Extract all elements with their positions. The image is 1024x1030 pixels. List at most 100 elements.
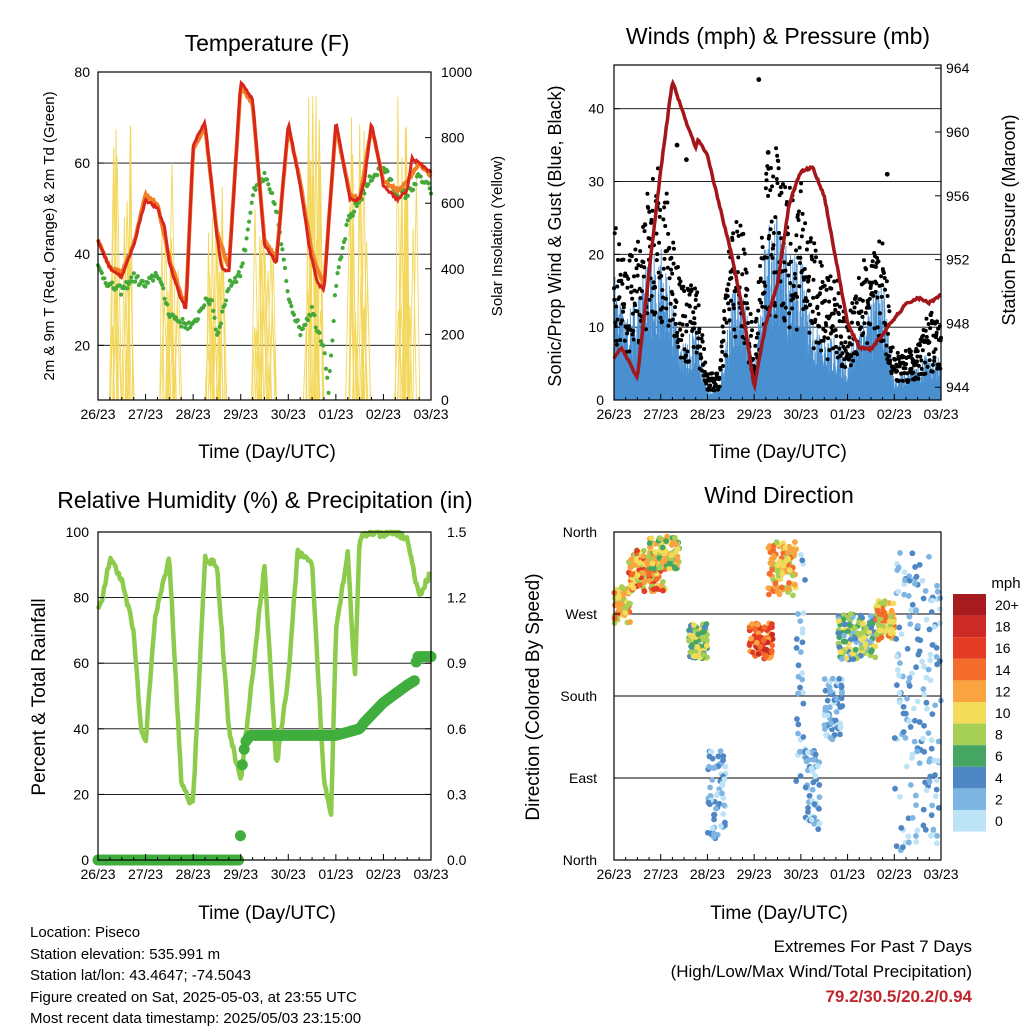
gust-point <box>681 284 686 289</box>
x-tick-label: 26/23 <box>80 406 115 422</box>
gust-point <box>710 371 715 376</box>
gust-point <box>849 354 854 359</box>
gust-point <box>805 299 810 304</box>
dewpoint-point <box>220 309 225 314</box>
direction-point <box>786 579 792 586</box>
y2-tick-label: 944 <box>946 379 970 395</box>
gust-point <box>795 212 800 217</box>
gust-point <box>871 293 876 298</box>
direction-point <box>907 724 914 730</box>
direction-point <box>892 785 898 792</box>
direction-point <box>774 588 781 595</box>
dewpoint-point <box>202 303 207 308</box>
gust-point <box>768 227 773 232</box>
gust-point <box>834 334 839 339</box>
gust-point <box>932 355 937 360</box>
dewpoint-point <box>413 182 418 187</box>
gust-point <box>727 307 732 312</box>
gust-point <box>673 321 678 326</box>
direction-point <box>836 675 843 682</box>
gust-point <box>705 372 710 377</box>
y-tick-label: 100 <box>66 524 90 540</box>
gust-point <box>741 247 746 252</box>
gust-point <box>867 280 872 285</box>
dewpoint-point <box>330 338 335 343</box>
gust-point <box>667 276 672 281</box>
gust-point <box>860 314 865 319</box>
gust-point <box>693 286 698 291</box>
gust-point <box>630 332 635 337</box>
direction-point <box>828 720 834 726</box>
rh-line <box>95 529 433 817</box>
direction-point <box>859 636 866 643</box>
direction-point <box>828 735 834 742</box>
direction-point <box>616 606 623 613</box>
direction-point <box>931 757 938 764</box>
direction-point <box>855 630 861 637</box>
station-location: Location: Piseco <box>30 924 141 941</box>
direction-point <box>912 564 919 570</box>
dewpoint-point <box>135 274 140 279</box>
direction-point <box>923 787 930 794</box>
dewpoint-point <box>179 324 184 329</box>
direction-point <box>800 734 807 740</box>
direction-point <box>913 838 920 845</box>
direction-point <box>888 609 895 616</box>
gust-point <box>678 327 683 332</box>
gust-point <box>633 303 638 308</box>
gust-point <box>852 305 857 310</box>
direction-point <box>933 786 940 793</box>
gust-point <box>670 317 675 322</box>
direction-ylabel: Direction (Colored By Speed) <box>523 573 544 820</box>
gust-point <box>911 370 916 375</box>
gust-point <box>671 246 676 251</box>
gust-point <box>808 236 813 241</box>
gust-point <box>786 231 791 236</box>
gust-point <box>626 324 631 329</box>
gust-point <box>906 378 911 383</box>
gust-point <box>643 327 648 332</box>
direction-point <box>916 648 923 655</box>
gust-point <box>845 344 850 349</box>
gust-point <box>804 305 809 310</box>
dewpoint-point <box>118 292 124 297</box>
direction-point <box>934 582 940 589</box>
gust-point <box>762 280 767 285</box>
direction-point <box>689 643 695 650</box>
gust-point <box>659 319 664 324</box>
gust-point <box>621 305 626 310</box>
gust-point <box>840 319 845 324</box>
gust-point <box>655 252 660 257</box>
direction-point <box>896 793 903 800</box>
gust-point <box>930 369 935 374</box>
gust-point <box>836 312 841 317</box>
dewpoint-point <box>247 219 252 224</box>
dewpoint-point <box>99 270 104 276</box>
gust-point <box>916 363 921 368</box>
direction-point <box>919 577 926 584</box>
direction-point <box>842 638 849 645</box>
gust-point <box>875 325 880 330</box>
x-tick-label: 03/23 <box>413 866 448 882</box>
gust-point <box>919 366 924 371</box>
x-tick-label: 27/23 <box>643 406 678 422</box>
gust-point <box>629 290 634 295</box>
precip-point <box>408 675 420 687</box>
temperature-xlabel: Time (Day/UTC) <box>198 442 336 463</box>
dewpoint-point <box>125 286 130 291</box>
gust-point <box>772 303 777 308</box>
gust-point <box>850 301 855 306</box>
gust-point <box>754 352 759 357</box>
gust-point <box>791 296 796 301</box>
figure-created: Figure created on Sat, 2025-05-03, at 23… <box>30 988 357 1006</box>
dewpoint-point <box>385 169 390 174</box>
dewpoint-point <box>284 278 289 284</box>
gust-point <box>787 325 792 330</box>
direction-point <box>719 790 725 797</box>
gust-point <box>831 311 836 316</box>
gust-point <box>722 309 727 314</box>
dewpoint-point <box>362 191 367 196</box>
direction-point <box>826 684 833 691</box>
gust-point <box>631 337 636 342</box>
gust-point <box>629 284 634 289</box>
